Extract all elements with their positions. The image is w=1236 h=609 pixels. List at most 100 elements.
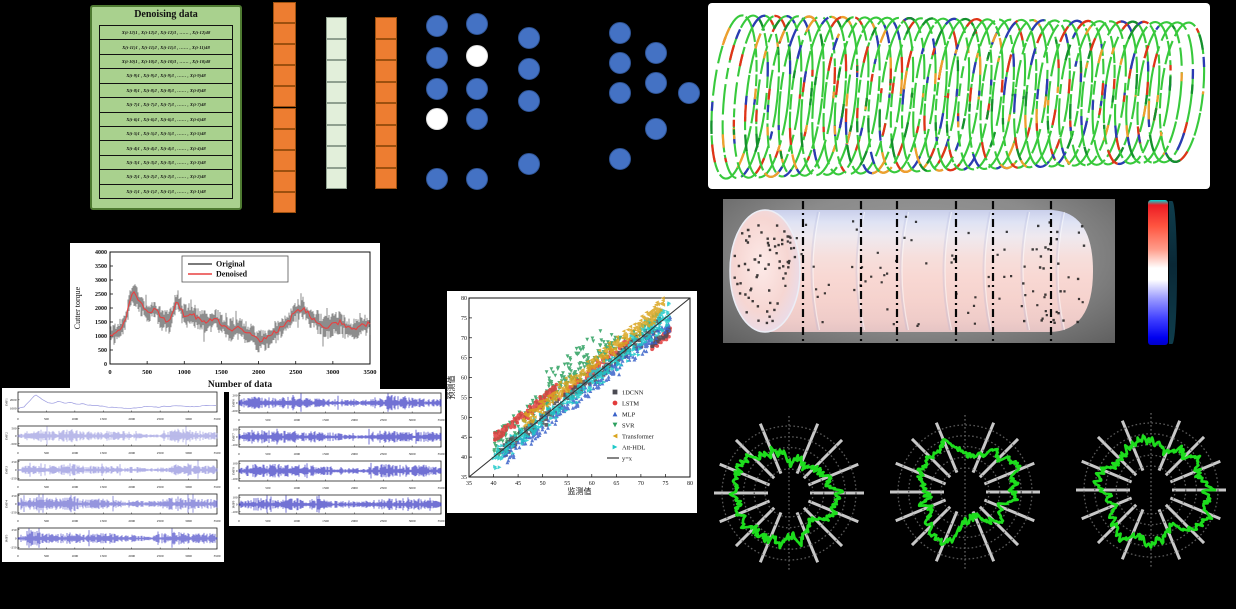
neuron-dot-col2 <box>518 58 540 80</box>
layer-bar-2-cell <box>375 146 397 168</box>
svg-text:65: 65 <box>461 356 467 362</box>
wear-profile <box>728 445 845 550</box>
identity-line <box>468 297 691 478</box>
denoising-table-row: X(i-1)1 , X(i-1)2 , X(i-1)3 , …… , X(i-1… <box>126 188 206 194</box>
helical-pointcloud-panel <box>708 3 1210 189</box>
denoising-table-row: X(i-4)1 , X(i-4)2 , X(i-4)3 , …… , X(i-4… <box>100 141 232 156</box>
layer-bar-1-cell <box>326 38 347 60</box>
svg-text:Denoised: Denoised <box>216 270 248 279</box>
svg-text:1500: 1500 <box>95 320 107 326</box>
svg-text:70: 70 <box>638 481 644 487</box>
denoising-table-row: X(i-10)1 , X(i-10)2 , X(i-10)3 , …… , X(… <box>100 55 232 70</box>
colorbar <box>1146 200 1180 345</box>
svg-text:3000: 3000 <box>95 278 107 284</box>
polar-plot-3 <box>1066 405 1236 575</box>
layer-bar-0-cell <box>273 128 296 150</box>
denoising-table-row: X(i-11)1 , X(i-11)2 , X(i-11)3 , …… , X(… <box>100 40 232 55</box>
polar-svg-1 <box>714 416 864 570</box>
cutter-torque-svg: 0 500 1000 1500 2000 2500 3000 3500 4000 0 500 1000… <box>73 250 377 390</box>
denoising-table-row: X(i-5)1 , X(i-5)2 , X(i-5)3 , …… , X(i-5… <box>100 127 232 142</box>
neuron-dot-col5 <box>678 82 700 104</box>
neuron-dot-col3 <box>609 148 631 170</box>
sensor-dots <box>733 215 1086 327</box>
layer-bar-0-cell <box>273 170 296 192</box>
dropout-dot-col0 <box>426 108 448 130</box>
svg-text:55: 55 <box>461 395 467 401</box>
svg-text:55: 55 <box>564 481 570 487</box>
neuron-dot-col1 <box>466 108 488 130</box>
layer-bar-2-cell <box>375 167 397 189</box>
neuron-dot-col2 <box>518 90 540 112</box>
layer-bar-2-cell <box>375 103 397 125</box>
svg-text:2500: 2500 <box>95 292 107 298</box>
svg-text:50: 50 <box>461 415 467 421</box>
neuron-dot-col3 <box>609 82 631 104</box>
layer-bar-1-cell <box>326 167 347 189</box>
denoising-table-row: X(i-12)1 , X(i-12)2 , X(i-12)3 , …… , X(… <box>100 26 232 41</box>
svg-text:Att-HDL: Att-HDL <box>622 445 646 452</box>
layer-bar-2-cell <box>375 17 397 39</box>
denoising-table-row: X(i-3)1 , X(i-3)2 , X(i-3)3 , …… , X(i-3… <box>100 156 232 171</box>
svg-text:1000: 1000 <box>95 334 107 340</box>
neuron-dot-col0 <box>426 168 448 190</box>
svg-text:MLP: MLP <box>622 412 636 419</box>
svg-text:1DCNN: 1DCNN <box>622 390 644 397</box>
svg-text:Number of data: Number of data <box>208 380 272 390</box>
denoising-table-body: X(i-12)1 , X(i-12)2 , X(i-12)3 , …… , X(… <box>99 25 233 199</box>
neuron-dot-col2 <box>518 153 540 175</box>
denoising-table-row: X(i-7)1 , X(i-7)2 , X(i-7)3 , …… , X(i-7… <box>100 98 232 113</box>
svg-text:Transformer: Transformer <box>622 434 655 441</box>
neuron-dot-col0 <box>426 78 448 100</box>
svg-text:40: 40 <box>461 455 467 461</box>
svg-text:60: 60 <box>589 481 595 487</box>
layer-bar-2-cell <box>375 38 397 60</box>
svg-text:y=x: y=x <box>622 456 633 463</box>
layer-bar-0-cell <box>273 107 296 129</box>
tunnel-cylinder-panel <box>723 199 1115 343</box>
svg-text:1500: 1500 <box>215 369 228 376</box>
neuron-dot-col3 <box>609 22 631 44</box>
svg-text:3000: 3000 <box>326 369 339 376</box>
svg-text:500: 500 <box>98 348 107 354</box>
layer-bar-1-cell <box>326 103 347 125</box>
svg-text:35: 35 <box>466 481 472 487</box>
denoised-series <box>109 290 371 343</box>
layer-bar-1-cell <box>326 60 347 82</box>
svg-text:1000: 1000 <box>178 369 191 376</box>
svg-text:3500: 3500 <box>364 369 377 376</box>
neuron-dot-col3 <box>609 52 631 74</box>
scatter-svg: 35 40 45 50 55 60 65 70 75 80 35 40 45 50 55 60 65 70 75 80… <box>446 296 693 496</box>
wear-profile <box>1092 434 1217 549</box>
wear-profile <box>916 437 1022 547</box>
denoising-data-table: Denoising data X(i-12)1 , X(i-12)2 , X(i… <box>90 5 242 210</box>
svg-text:SVR: SVR <box>622 423 635 430</box>
neuron-dot-col4 <box>645 72 667 94</box>
svg-text:0: 0 <box>108 369 111 376</box>
layer-bar-2-cell <box>375 124 397 146</box>
polar-plot-2 <box>880 407 1050 577</box>
svg-text:80: 80 <box>687 481 693 487</box>
svg-text:预测值: 预测值 <box>447 376 456 400</box>
layer-bar-0-cell <box>273 149 296 171</box>
polar-plot-1 <box>704 408 874 578</box>
svg-text:2000: 2000 <box>95 306 107 312</box>
svg-text:监测值: 监测值 <box>568 486 592 496</box>
svg-text:65: 65 <box>613 481 619 487</box>
svg-text:LSTM: LSTM <box>622 401 639 408</box>
denoising-table-row: X(i-8)1 , X(i-8)2 , X(i-8)3 , …… , X(i-8… <box>100 84 232 99</box>
denoising-table-row: X(i-9)1 , X(i-9)2 , X(i-9)3 , …… , X(i-9… <box>100 69 232 84</box>
neuron-dot-col0 <box>426 15 448 37</box>
svg-text:80: 80 <box>461 296 467 302</box>
neuron-dot-col4 <box>645 42 667 64</box>
polar-svg-3 <box>1076 413 1226 567</box>
layer-bar-1-cell <box>326 17 347 39</box>
layer-bar-0-cell <box>273 23 296 45</box>
svg-text:35: 35 <box>461 475 467 481</box>
neuron-dot-col1 <box>466 78 488 100</box>
layer-bar-0-cell <box>273 2 296 24</box>
svg-text:Cutter torque: Cutter torque <box>73 286 82 329</box>
svg-text:4000: 4000 <box>95 250 107 256</box>
colorbar-gradient <box>1148 200 1168 345</box>
